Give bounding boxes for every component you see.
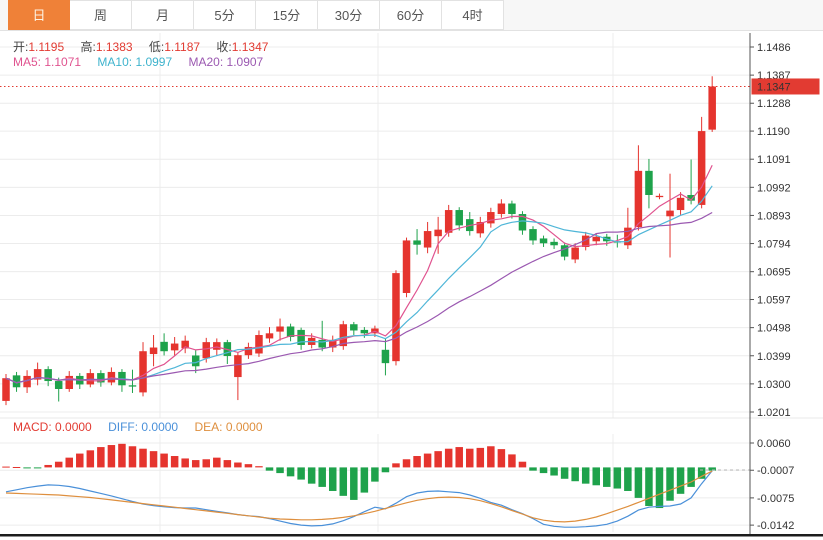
svg-text:1.0300: 1.0300 [757,379,791,391]
svg-text:1.0201: 1.0201 [757,407,791,419]
macd-histogram-layer [2,443,716,509]
tab-15min[interactable]: 15分 [256,0,318,30]
svg-text:1.0893: 1.0893 [757,210,791,222]
price-axis: 1.14861.13871.12881.11901.10911.09921.08… [0,42,791,419]
tab-day[interactable]: 日 [8,0,70,30]
svg-text:1.1486: 1.1486 [757,42,791,54]
svg-text:0.0060: 0.0060 [757,438,791,450]
svg-text:1.0399: 1.0399 [757,351,791,363]
svg-text:-0.0142: -0.0142 [757,520,794,532]
svg-text:1.1288: 1.1288 [757,98,791,110]
tab-month[interactable]: 月 [132,0,194,30]
bottom-border [0,534,823,537]
svg-text:1.0498: 1.0498 [757,323,791,335]
tab-5min[interactable]: 5分 [194,0,256,30]
svg-text:-0.0075: -0.0075 [757,493,794,505]
svg-text:-0.0007: -0.0007 [757,465,794,477]
svg-text:1.1347: 1.1347 [757,81,791,93]
tab-60min[interactable]: 60分 [380,0,442,30]
svg-text:1.0794: 1.0794 [757,239,791,251]
dea-line [5,470,713,523]
svg-text:1.0695: 1.0695 [757,267,791,279]
svg-text:1.1091: 1.1091 [757,154,791,166]
tab-week[interactable]: 周 [70,0,132,30]
current-price-tag: 1.1347 [751,78,820,95]
tab-4hour[interactable]: 4时 [442,0,504,30]
svg-text:1.0597: 1.0597 [757,295,791,307]
ma-lines-layer [5,165,713,384]
svg-text:1.1190: 1.1190 [757,126,790,138]
tab-30min[interactable]: 30分 [318,0,380,30]
vertical-gridlines [159,33,614,532]
timeframe-tabbar: 日 周 月 5分 15分 30分 60分 4时 [0,0,823,31]
svg-text:1.0992: 1.0992 [757,182,791,194]
